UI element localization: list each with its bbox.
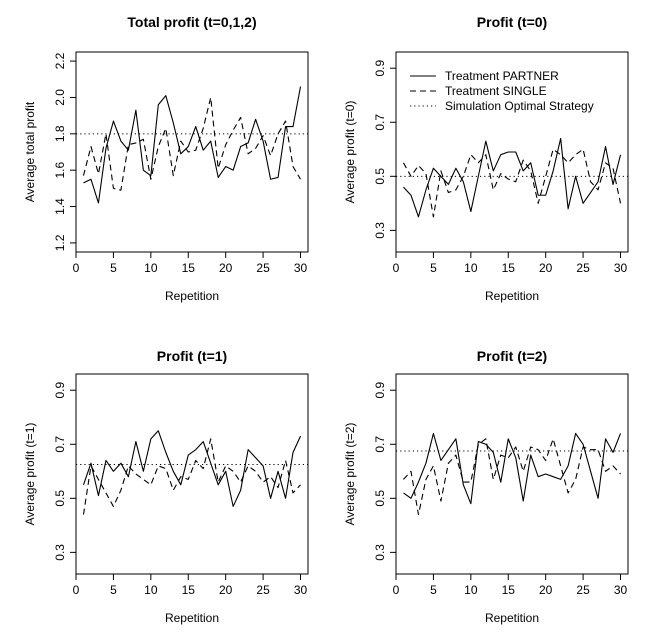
y-tick-label: 0.5 (373, 490, 387, 507)
legend-label: Simulation Optimal Strategy (445, 99, 594, 113)
x-tick-label: 0 (73, 583, 80, 597)
y-tick-label: 2.2 (53, 52, 67, 69)
chart-panel-1: Total profit (t=0,1,2) 0 5 10 15 20 25 30 1.2 1.4… (23, 14, 309, 303)
series-line-dashed (402, 148, 622, 218)
x-tick-label: 10 (144, 583, 158, 597)
plot-frame (75, 51, 309, 253)
x-axis-label: Repetition (165, 289, 219, 303)
plot-frame (395, 373, 629, 575)
chart-panel-3: Profit (t=1) 0 5 10 15 20 25 30 0.3 0.5 0.7 0.9 Repe… (23, 348, 309, 625)
x-tick-label: 10 (464, 583, 478, 597)
x-axis-label: Repetition (485, 289, 539, 303)
series-line-solid (403, 137, 622, 218)
y-tick-label: 1.2 (53, 234, 67, 251)
x-tick-label: 15 (182, 583, 196, 597)
y-tick-label: 1.8 (53, 125, 67, 142)
y-axis-label: Average profit (t=2) (343, 423, 357, 526)
y-tick-label: 0.3 (373, 222, 387, 239)
x-tick-label: 15 (502, 261, 516, 275)
x-tick-label: 20 (539, 583, 553, 597)
x-tick-label: 15 (182, 261, 196, 275)
x-tick-label: 10 (464, 261, 478, 275)
x-tick-label: 20 (539, 261, 553, 275)
chart-title: Profit (t=0) (477, 14, 547, 30)
y-axis-label: Average profit (t=1) (23, 423, 37, 526)
chart-panel-2: Profit (t=0) 0 5 10 15 20 25 30 0.3 0.5 0.7 0.9 Repe… (343, 14, 629, 303)
x-tick-label: 0 (393, 583, 400, 597)
y-tick-label: 0.5 (373, 168, 387, 185)
series-line-dashed (82, 438, 301, 515)
x-tick-label: 20 (219, 261, 233, 275)
series-line-solid (403, 432, 622, 505)
plot-frame (395, 51, 629, 253)
chart-title: Total profit (t=0,1,2) (127, 14, 256, 30)
x-tick-label: 5 (430, 261, 437, 275)
x-tick-label: 0 (73, 261, 80, 275)
x-tick-label: 25 (256, 261, 270, 275)
y-tick-label: 1.6 (53, 162, 67, 179)
x-tick-label: 25 (576, 583, 590, 597)
x-tick-label: 30 (614, 261, 628, 275)
y-tick-label: 0.5 (53, 490, 67, 507)
series-line-solid (82, 430, 302, 507)
x-tick-label: 25 (576, 261, 590, 275)
chart-panel-4: Profit (t=2) 0 5 10 15 20 25 30 0.3 0.5 0.7 0.9 Repe… (343, 348, 629, 625)
x-tick-label: 0 (393, 261, 400, 275)
series-line-dashed (403, 438, 621, 516)
y-axis-label: Average total profit (23, 101, 37, 202)
y-tick-label: 0.9 (373, 60, 387, 77)
x-tick-label: 30 (294, 261, 308, 275)
x-tick-label: 5 (430, 583, 437, 597)
x-tick-label: 5 (110, 583, 117, 597)
y-tick-label: 0.7 (373, 436, 387, 453)
series-line-dashed (82, 96, 301, 191)
x-tick-label: 25 (256, 583, 270, 597)
chart-title: Profit (t=2) (477, 348, 547, 364)
x-tick-label: 10 (144, 261, 158, 275)
x-axis-label: Repetition (485, 611, 539, 625)
x-tick-label: 20 (219, 583, 233, 597)
x-tick-label: 15 (502, 583, 516, 597)
y-tick-label: 0.3 (53, 544, 67, 561)
x-tick-label: 30 (294, 583, 308, 597)
x-axis-label: Repetition (165, 611, 219, 625)
chart-title: Profit (t=1) (157, 348, 227, 364)
legend-label: Treatment SINGLE (445, 84, 547, 98)
legend-label: Treatment PARTNER (445, 69, 559, 83)
y-tick-label: 0.3 (373, 544, 387, 561)
x-tick-label: 30 (614, 583, 628, 597)
series-line-solid (83, 86, 302, 204)
y-tick-label: 0.7 (53, 436, 67, 453)
y-tick-label: 0.9 (53, 382, 67, 399)
y-axis-label: Average profit (t=0) (343, 101, 357, 204)
x-tick-label: 5 (110, 261, 117, 275)
y-tick-label: 0.7 (373, 114, 387, 131)
y-tick-label: 2.0 (53, 89, 67, 106)
plot-frame (75, 373, 309, 575)
y-tick-label: 0.9 (373, 382, 387, 399)
y-tick-label: 1.4 (53, 198, 67, 215)
